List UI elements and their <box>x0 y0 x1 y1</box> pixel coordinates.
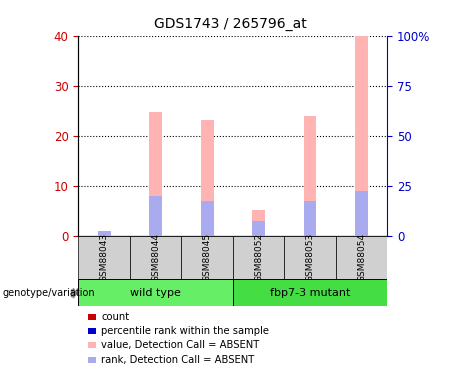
Bar <box>252 234 265 236</box>
Bar <box>201 201 213 236</box>
Bar <box>99 231 109 236</box>
Bar <box>201 120 213 236</box>
Bar <box>181 236 233 279</box>
Text: fbp7-3 mutant: fbp7-3 mutant <box>270 288 350 297</box>
Bar <box>98 235 111 236</box>
Text: GSM88043: GSM88043 <box>100 233 109 282</box>
Bar <box>130 236 181 279</box>
Bar <box>149 196 162 236</box>
Text: GSM88053: GSM88053 <box>306 233 314 282</box>
Bar <box>78 279 233 306</box>
Bar <box>78 236 130 279</box>
Bar <box>304 116 316 236</box>
Text: percentile rank within the sample: percentile rank within the sample <box>101 326 269 336</box>
Bar <box>355 191 368 236</box>
Text: count: count <box>101 312 130 322</box>
Bar <box>233 279 387 306</box>
Bar <box>98 235 111 236</box>
Bar <box>233 236 284 279</box>
Text: rank, Detection Call = ABSENT: rank, Detection Call = ABSENT <box>101 355 254 364</box>
Bar <box>284 236 336 279</box>
Text: genotype/variation: genotype/variation <box>2 288 95 298</box>
Bar <box>304 201 316 236</box>
Bar <box>254 230 264 236</box>
Bar <box>98 231 111 236</box>
Bar <box>149 112 162 236</box>
Text: wild type: wild type <box>130 288 181 297</box>
Text: GSM88052: GSM88052 <box>254 233 263 282</box>
Text: GDS1743 / 265796_at: GDS1743 / 265796_at <box>154 17 307 31</box>
Bar <box>252 221 265 236</box>
Text: value, Detection Call = ABSENT: value, Detection Call = ABSENT <box>101 340 260 350</box>
Text: GSM88045: GSM88045 <box>202 233 212 282</box>
Text: GSM88044: GSM88044 <box>151 233 160 282</box>
Bar <box>336 236 387 279</box>
Text: GSM88054: GSM88054 <box>357 233 366 282</box>
Bar <box>355 36 368 236</box>
Bar <box>252 210 265 236</box>
